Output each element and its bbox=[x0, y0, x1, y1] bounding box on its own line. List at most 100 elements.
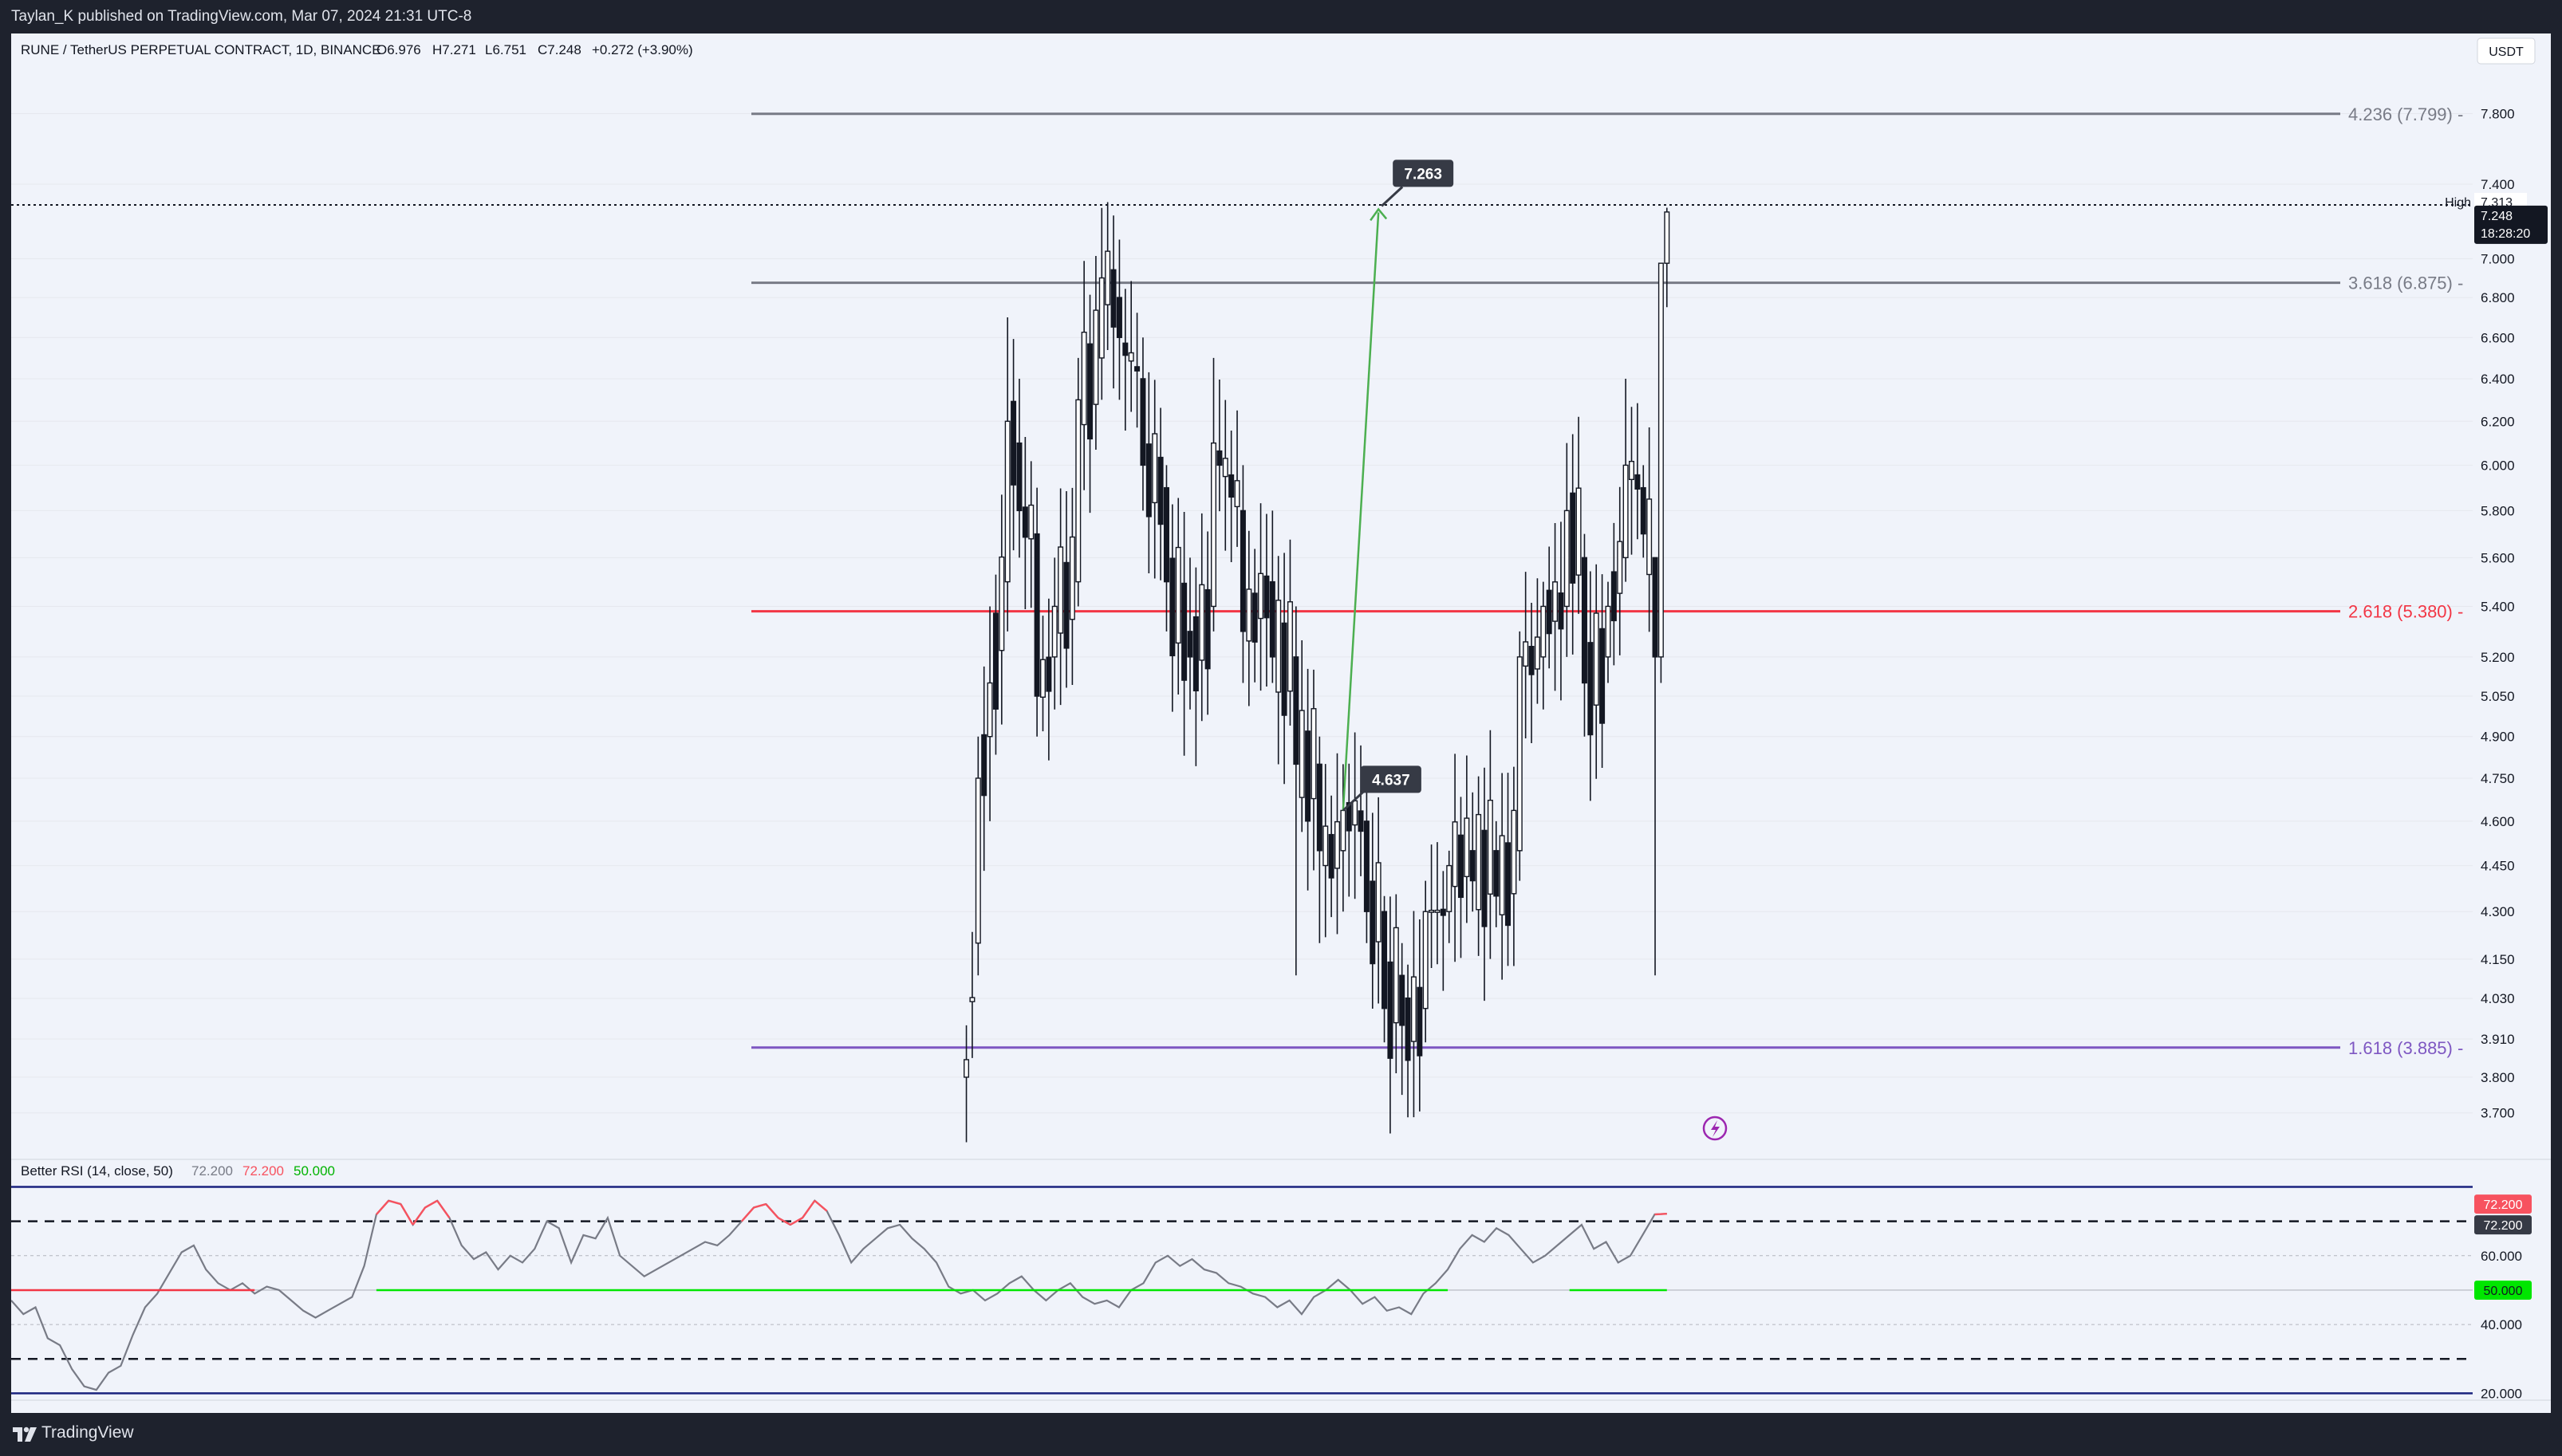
candle-body bbox=[1511, 809, 1517, 895]
price-tick-label: 4.900 bbox=[2481, 730, 2515, 745]
candle-body bbox=[1429, 909, 1435, 913]
rsi-legend-value: 50.000 bbox=[294, 1163, 335, 1179]
candle-body bbox=[1039, 659, 1046, 698]
ohlc-low: L6.751 bbox=[485, 42, 526, 57]
candle-body bbox=[1098, 277, 1105, 359]
candle-body bbox=[1016, 442, 1023, 512]
rsi-overbought-segment bbox=[424, 1199, 438, 1209]
annotation-4637: 4.637 bbox=[1372, 772, 1410, 789]
chart-panel[interactable]: 4.236 (7.799) - 3.618 (6.875) - 2.618 (5.3… bbox=[11, 33, 2551, 1413]
candle-body bbox=[1305, 730, 1311, 822]
candle-body bbox=[1628, 460, 1634, 480]
candle-body bbox=[964, 1059, 970, 1078]
price-tick-label: 6.000 bbox=[2481, 458, 2515, 473]
candle-body bbox=[1469, 850, 1476, 882]
candle-body bbox=[1293, 656, 1299, 765]
price-axis[interactable]: 7.800 7.400 7.000 6.800 6.600 6.400 6.200 6.000… bbox=[2445, 107, 2548, 1121]
rsi-overbought-segment bbox=[777, 1217, 791, 1226]
candle-body bbox=[1334, 820, 1340, 869]
price-tick-label: 5.600 bbox=[2481, 550, 2515, 565]
price-tick-label: 4.150 bbox=[2481, 952, 2515, 967]
candle-body bbox=[1605, 605, 1611, 658]
candle-body bbox=[1575, 487, 1582, 576]
fib-level-label: 4.236 (7.799) - bbox=[2348, 104, 2463, 124]
candle-body bbox=[1370, 880, 1376, 965]
lightning-bolt-glyph bbox=[1711, 1120, 1720, 1137]
candle-body bbox=[1382, 911, 1388, 1009]
chart-svg[interactable]: 4.236 (7.799) - 3.618 (6.875) - 2.618 (5.3… bbox=[11, 33, 2551, 1413]
last-price-value: 7.248 bbox=[2481, 210, 2513, 223]
candle-body bbox=[1311, 708, 1317, 800]
price-tick-label: 4.450 bbox=[2481, 859, 2515, 874]
candle-body bbox=[1540, 605, 1547, 658]
candle-body bbox=[1204, 588, 1211, 670]
rsi-badge-red-box bbox=[2474, 1194, 2532, 1214]
candle-body bbox=[1487, 799, 1493, 895]
price-tick-label: 6.600 bbox=[2481, 330, 2515, 345]
rsi-overbought-segment bbox=[436, 1200, 451, 1219]
candle-body bbox=[1287, 601, 1293, 692]
candle-body bbox=[1417, 986, 1423, 1057]
fib-level-label: 2.618 (5.380) - bbox=[2348, 602, 2463, 622]
candle-body bbox=[1169, 557, 1176, 657]
candle-body bbox=[1440, 908, 1446, 916]
ohlc-high: H7.271 bbox=[432, 42, 476, 57]
candle-body bbox=[1664, 211, 1670, 264]
rsi-overbought-segment bbox=[375, 1199, 390, 1215]
rsi-badge-dark-box bbox=[2474, 1215, 2532, 1235]
candle-body bbox=[1069, 536, 1075, 620]
candle-body bbox=[1034, 533, 1040, 697]
rsi-overbought-segment bbox=[388, 1199, 401, 1206]
fib-level-label: 3.618 (6.875) - bbox=[2348, 273, 2463, 293]
candle-body bbox=[1363, 820, 1370, 912]
candle-body bbox=[1211, 442, 1217, 608]
price-grid bbox=[11, 113, 2473, 1114]
price-tick-label: 3.910 bbox=[2481, 1032, 2515, 1047]
candle-body bbox=[1652, 557, 1658, 658]
candle-body bbox=[1093, 309, 1099, 405]
candle-body bbox=[1375, 862, 1382, 942]
candle-body bbox=[975, 777, 981, 944]
price-tick-label: 5.050 bbox=[2481, 689, 2515, 704]
candle-body bbox=[1617, 541, 1623, 594]
candle-body bbox=[1140, 378, 1146, 466]
candle-body bbox=[1275, 600, 1282, 693]
candles bbox=[964, 202, 1670, 1143]
candle-body bbox=[1328, 833, 1334, 879]
rsi-badge-green-box bbox=[2474, 1280, 2532, 1300]
candle-body bbox=[1646, 498, 1653, 576]
rsi-tick-label: 20.000 bbox=[2481, 1386, 2522, 1401]
time-axis[interactable]: unJulAugSepOctNovDec2024FebMarAprMayJunJ… bbox=[11, 1399, 2551, 1413]
rsi-overbought-segment bbox=[753, 1202, 767, 1209]
footer-bar: TradingView bbox=[0, 1413, 2562, 1456]
rsi-pane[interactable]: Better RSI (14, close, 50) 72.200 72.200 50… bbox=[11, 1159, 2551, 1401]
rsi-legend-value: 72.200 bbox=[191, 1163, 233, 1179]
candle-body bbox=[1476, 813, 1482, 911]
currency-badge[interactable] bbox=[2477, 37, 2536, 65]
candle-body bbox=[1234, 480, 1240, 508]
candle-body bbox=[1457, 834, 1464, 899]
candle-body bbox=[1410, 976, 1417, 1042]
candle-body bbox=[1116, 297, 1122, 338]
candle-body bbox=[1446, 864, 1452, 912]
footer-brand: TradingView bbox=[41, 1423, 134, 1442]
candle-body bbox=[1163, 486, 1169, 583]
candle-body bbox=[1657, 262, 1664, 658]
rsi-overbought-segment bbox=[740, 1206, 755, 1222]
candle-body bbox=[1058, 546, 1064, 634]
price-tick-label: 4.300 bbox=[2481, 904, 2515, 919]
price-tick-label: 6.400 bbox=[2481, 372, 2515, 387]
lightning-event-icon[interactable] bbox=[1702, 1116, 1728, 1141]
tradingview-logo-icon bbox=[13, 1426, 37, 1442]
candle-body bbox=[1134, 366, 1141, 372]
candle-body bbox=[1199, 584, 1205, 661]
candle-body bbox=[1552, 581, 1559, 622]
candle-body bbox=[1087, 343, 1094, 440]
price-tick-label: 4.030 bbox=[2481, 991, 2515, 1006]
rsi-legend-value: 72.200 bbox=[242, 1163, 284, 1179]
rsi-line bbox=[11, 1199, 1667, 1391]
candle-body bbox=[1258, 573, 1264, 620]
price-tick-label: 6.200 bbox=[2481, 414, 2515, 429]
fib-levels: 4.236 (7.799) - 3.618 (6.875) - 2.618 (5.3… bbox=[751, 104, 2463, 1058]
candle-body bbox=[969, 997, 976, 1002]
